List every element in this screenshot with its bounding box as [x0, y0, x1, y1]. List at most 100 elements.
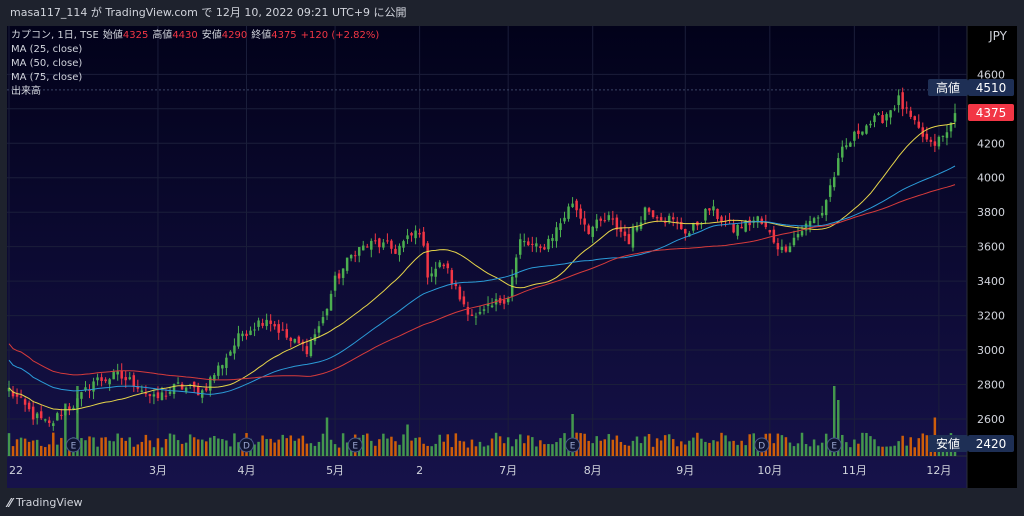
- event-marker-E[interactable]: E: [347, 437, 363, 453]
- candle: [104, 377, 107, 384]
- candle: [841, 140, 844, 163]
- volume-bar: [776, 433, 780, 456]
- time-tick-label: 4月: [238, 464, 256, 477]
- volume-bar: [832, 386, 836, 456]
- candle: [357, 247, 361, 263]
- candle: [619, 220, 623, 238]
- time-tick-label: 10月: [757, 464, 782, 477]
- volume-bar: [349, 447, 353, 456]
- candle: [527, 237, 530, 247]
- legend-ohlc: カプコン, 1日, TSE 始値4325 高値4430 安値4290 終値4375 +12…: [11, 28, 379, 41]
- candle: [362, 240, 365, 251]
- candle: [370, 238, 373, 258]
- volume-bar: [655, 438, 659, 456]
- candle: [321, 311, 325, 326]
- candle: [15, 388, 19, 405]
- volume-bar: [704, 441, 707, 456]
- low-marker-value: 2420: [976, 437, 1007, 451]
- candle: [865, 124, 868, 135]
- volume-bar: [555, 442, 558, 456]
- candle: [100, 373, 103, 387]
- volume-bar: [498, 436, 502, 456]
- svg-text:D: D: [758, 442, 765, 452]
- volume-bar: [188, 434, 192, 456]
- volume-bar: [345, 442, 349, 456]
- candle: [23, 397, 27, 412]
- candle: [531, 236, 534, 252]
- volume-bar: [635, 436, 639, 456]
- candle: [788, 242, 792, 253]
- candle: [611, 210, 615, 226]
- candle: [285, 323, 289, 340]
- candle: [241, 330, 244, 342]
- volume-bar: [466, 447, 470, 456]
- volume-bar: [909, 437, 912, 456]
- time-tick-label: 22: [9, 464, 23, 477]
- candle: [551, 233, 554, 249]
- candle: [394, 244, 397, 255]
- candle: [587, 223, 590, 235]
- volume-bar: [514, 439, 518, 456]
- candle: [168, 386, 172, 396]
- volume-bar: [136, 444, 140, 456]
- volume-bar: [297, 438, 301, 456]
- price-tick-label: 4000: [977, 172, 1005, 185]
- price-chart[interactable]: E D E E D E 2600 2800 3000 3200 3400 3600 3800 4000 4…: [7, 26, 1017, 490]
- candle: [647, 206, 651, 215]
- legend-volume: 出来高: [11, 84, 41, 97]
- volume-bar: [88, 436, 91, 456]
- candle: [482, 305, 486, 315]
- volume-bar: [482, 446, 486, 456]
- volume-bar: [732, 440, 735, 456]
- volume-bar: [305, 443, 309, 456]
- candle: [651, 210, 655, 219]
- volume-bar: [128, 437, 132, 456]
- candle: [446, 260, 450, 274]
- candle: [941, 135, 945, 142]
- volume-bar: [796, 443, 800, 456]
- tradingview-footer[interactable]: ⁄⁄ TradingView: [8, 494, 82, 512]
- candle: [857, 123, 860, 139]
- candle: [366, 243, 369, 248]
- candle: [124, 370, 127, 388]
- volume-bar: [434, 443, 437, 456]
- candle: [845, 138, 848, 150]
- candle: [591, 225, 594, 244]
- volume-bar: [148, 440, 152, 456]
- candle: [796, 226, 800, 241]
- volume-bar: [160, 447, 164, 456]
- event-marker-E[interactable]: E: [65, 437, 81, 453]
- volume-bar: [116, 433, 119, 456]
- event-marker-E[interactable]: E: [826, 437, 842, 453]
- candle: [853, 130, 856, 147]
- candle: [949, 122, 953, 138]
- volume-bar: [402, 434, 405, 456]
- event-marker-D[interactable]: D: [754, 437, 770, 453]
- event-marker-E[interactable]: E: [565, 437, 581, 453]
- candle: [583, 210, 586, 232]
- volume-bar: [31, 440, 35, 456]
- volume-bar: [812, 439, 816, 456]
- volume-bar: [192, 437, 196, 456]
- volume-bar: [84, 440, 87, 456]
- volume-bar: [615, 435, 619, 456]
- candle: [152, 389, 156, 405]
- candle: [595, 214, 598, 232]
- price-tick-label: 3800: [977, 206, 1005, 219]
- candle: [933, 133, 937, 153]
- event-marker-D[interactable]: D: [239, 437, 255, 453]
- volume-bar: [663, 435, 667, 456]
- volume-bar: [587, 440, 590, 456]
- candle: [438, 260, 441, 269]
- candle: [345, 257, 349, 274]
- volume-bar: [607, 434, 611, 456]
- candle: [80, 391, 83, 407]
- volume-bar: [885, 446, 888, 456]
- candle: [692, 222, 695, 234]
- volume-bar: [792, 446, 796, 456]
- candle: [716, 208, 719, 222]
- candles: [7, 87, 957, 431]
- volume-bar: [671, 439, 675, 456]
- candle: [398, 243, 401, 262]
- candle: [337, 269, 341, 285]
